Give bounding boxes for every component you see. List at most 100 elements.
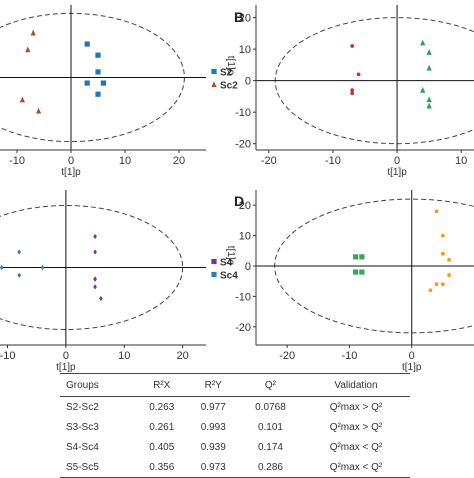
cell-r2x: 0.405 xyxy=(149,441,175,453)
data-point xyxy=(420,86,426,93)
cell-q2: 0.101 xyxy=(257,421,283,433)
cell-q2: 0.0768 xyxy=(255,401,286,413)
data-point xyxy=(350,88,355,93)
y-tick-label: 10 xyxy=(239,231,251,243)
cell-validation: Q²max < Q² xyxy=(301,457,410,478)
x-tick-label: -10 xyxy=(0,350,15,362)
data-point xyxy=(17,272,22,278)
data-point xyxy=(93,233,97,240)
legend-label: Sc2 xyxy=(220,81,238,92)
data-point xyxy=(0,264,4,271)
y-tick-label: 10 xyxy=(239,44,251,56)
data-point xyxy=(353,269,359,275)
data-point xyxy=(447,258,451,262)
data-point xyxy=(99,295,103,302)
cell-q2: 0.286 xyxy=(239,457,302,478)
data-point xyxy=(350,44,355,48)
cell-validation: Q²max < Q² xyxy=(329,441,383,453)
x-tick-label: 20 xyxy=(177,350,189,362)
data-point xyxy=(36,107,42,114)
table-row: S5-Sc5 0.356 0.973 0.286 Q²max < Q² xyxy=(60,457,410,478)
data-point xyxy=(25,46,31,53)
table-row: S2-Sc2 0.263 0.977 0.0768 Q²max > Q² xyxy=(60,397,410,418)
cell-r2x: 0.356 xyxy=(136,457,188,478)
x-tick-label: 10 xyxy=(118,350,130,362)
legend-label: S4 xyxy=(220,258,233,269)
data-point xyxy=(350,91,355,96)
data-point xyxy=(359,254,365,260)
x-tick-label: 0 xyxy=(68,155,74,167)
y-tick-label: -20 xyxy=(235,322,251,334)
data-point xyxy=(95,69,101,75)
data-point xyxy=(420,39,426,46)
x-tick-label: -20 xyxy=(279,350,295,362)
data-point xyxy=(19,96,25,103)
x-tick-label: -10 xyxy=(341,350,357,362)
data-point xyxy=(95,52,101,58)
x-tick-label: 10 xyxy=(455,155,467,167)
x-tick-label: 0 xyxy=(409,350,415,362)
data-point xyxy=(426,102,432,109)
data-point xyxy=(30,29,36,36)
col-validation: Validation xyxy=(301,373,410,397)
data-point xyxy=(40,264,45,271)
cell-r2y: 0.993 xyxy=(200,421,226,433)
cell-group: S4-Sc4 xyxy=(66,441,99,453)
cell-r2x: 0.263 xyxy=(149,401,175,413)
data-point xyxy=(440,282,445,287)
data-point xyxy=(428,288,433,293)
cell-validation: Q²max > Q² xyxy=(329,401,383,413)
chart-panel-c: -10 0 10 20 t[1]p S4 Sc4 xyxy=(0,190,238,373)
chart-panel-a: -10 0 10 20 t[1]p S2 Sc2 xyxy=(0,5,238,178)
data-point xyxy=(353,254,359,260)
data-point xyxy=(440,233,445,238)
y-tick-label: 20 xyxy=(239,200,251,212)
cell-group: S3-Sc3 xyxy=(66,421,99,433)
cell-validation: Q²max > Q² xyxy=(329,421,383,433)
data-point xyxy=(84,41,90,47)
y-tick-label: 0 xyxy=(245,261,251,273)
legend-label: S2 xyxy=(220,68,233,79)
x-tick-label: 0 xyxy=(394,155,400,167)
data-point xyxy=(434,209,439,214)
x-tick-label: -20 xyxy=(261,155,277,167)
table-row: S3-Sc3 0.261 0.993 0.101 Q²max > Q² xyxy=(60,417,410,437)
table-row: S4-Sc4 0.405 0.939 0.174 Q²max < Q² xyxy=(60,437,410,457)
data-point xyxy=(426,49,432,55)
cell-r2y: 0.977 xyxy=(200,401,226,413)
cell-r2y: 0.973 xyxy=(187,457,239,478)
x-axis-label: t[1]p xyxy=(56,362,76,373)
x-tick-label: -10 xyxy=(9,155,25,167)
legend-label: Sc4 xyxy=(220,271,238,282)
y-tick-label: 20 xyxy=(239,13,251,25)
data-point xyxy=(447,273,451,277)
y-tick-label: 0 xyxy=(245,76,251,88)
data-point xyxy=(17,249,22,255)
x-tick-label: -10 xyxy=(325,155,341,167)
table-header-row: Groups R²X R²Y Q² Validation xyxy=(60,373,410,397)
col-q2: Q² xyxy=(239,373,302,397)
x-axis-label: t[1]p xyxy=(402,362,422,373)
x-tick-label: 10 xyxy=(119,155,131,167)
chart-panel-b: -20 -10 0 10 -20 -10 0 10 20 t[1]p t[1]o xyxy=(225,5,474,178)
panel-label-d: D xyxy=(234,193,244,209)
cell-q2: 0.174 xyxy=(257,441,283,453)
legend-marker xyxy=(211,81,217,88)
validation-table: Groups R²X R²Y Q² Validation S2-Sc2 0.26… xyxy=(60,373,410,478)
x-tick-label: 20 xyxy=(173,155,185,167)
y-axis-label: t[1]o xyxy=(225,56,236,76)
data-point xyxy=(426,96,432,103)
data-point xyxy=(93,249,97,255)
data-point xyxy=(426,64,432,71)
data-point xyxy=(359,269,365,275)
x-tick-label: 0 xyxy=(63,350,69,362)
y-tick-label: -20 xyxy=(235,139,251,151)
legend-marker xyxy=(211,271,217,278)
x-axis-label: t[1]p xyxy=(61,167,81,178)
chart-panel-d: -20 -10 0 -20 -10 0 10 20 t[1]p t[1]o xyxy=(225,190,474,373)
data-point xyxy=(356,72,361,77)
data-point xyxy=(440,251,445,256)
data-point xyxy=(93,284,97,290)
cell-r2y: 0.939 xyxy=(200,441,226,453)
